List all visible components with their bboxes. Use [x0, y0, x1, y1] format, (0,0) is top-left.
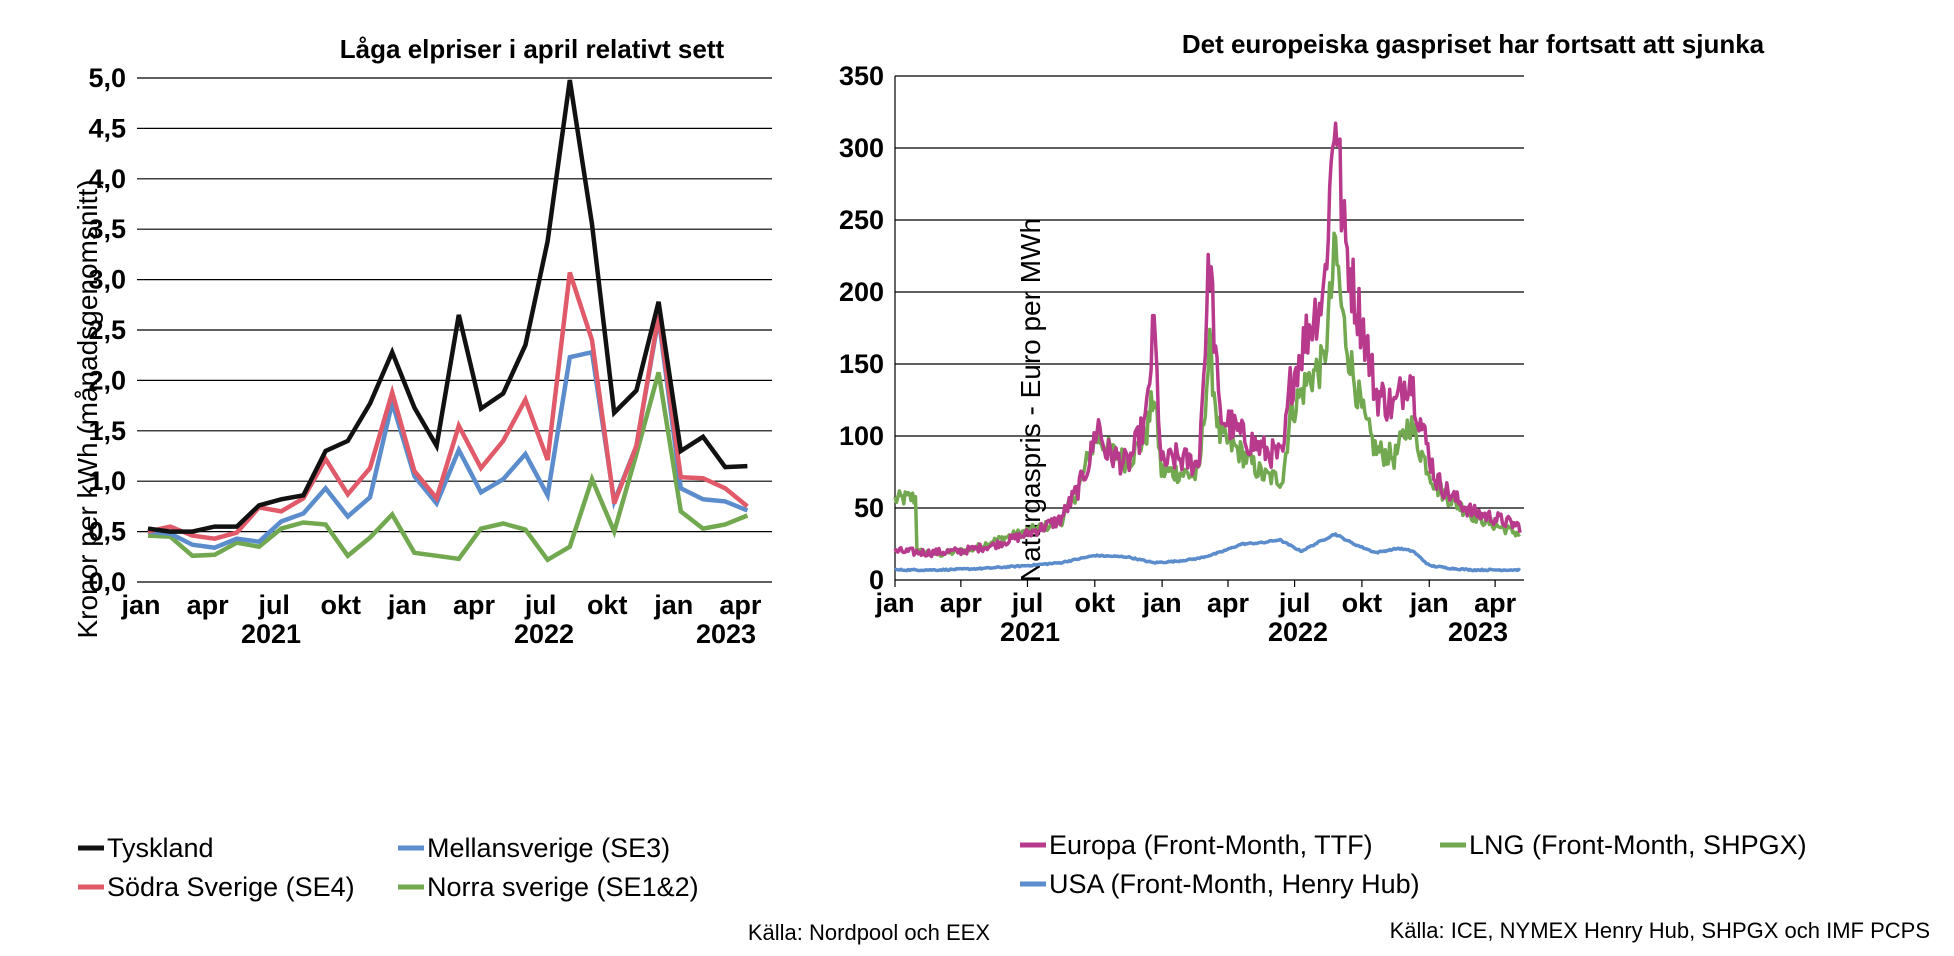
left-series-line [147, 271, 749, 541]
left-series [147, 79, 749, 563]
left-year-label: 2022 [514, 619, 574, 649]
left-x-tick-label: jul [524, 590, 557, 620]
left-x-tick-label: apr [719, 590, 762, 620]
right-year-label: 2023 [1448, 617, 1508, 647]
left-y-tick-label: 1,5 [88, 416, 126, 446]
right-y-tick-label: 100 [839, 421, 884, 451]
left-y-tick-label: 1,0 [88, 466, 126, 496]
right-x-tick-label: apr [940, 588, 983, 618]
right-series [893, 121, 1522, 573]
left-x-tick-label: jul [257, 590, 290, 620]
left-y-tick-label: 3,5 [88, 214, 126, 244]
left-y-tick-label: 4,5 [88, 113, 126, 143]
left-y-tick-label: 0,0 [88, 567, 126, 597]
right-y-ticks: 0 50 100 150 200 250 300 350 [839, 61, 884, 595]
left-gridlines [137, 77, 772, 583]
legend-label-usa: USA (Front-Month, Henry Hub) [1049, 869, 1420, 899]
right-x-tick-label: jul [1278, 588, 1311, 618]
right-y-axis-label: Naturgaspris - Euro per MWh [1015, 218, 1046, 582]
left-x-tick-label: apr [187, 590, 230, 620]
left-x-tick-label: apr [453, 590, 496, 620]
legend-label-se1-2: Norra sverige (SE1&2) [427, 872, 699, 902]
left-y-tick-label: 4,0 [88, 164, 126, 194]
left-series-line [147, 317, 749, 551]
left-legend: Tyskland Mellansverige (SE3) Södra Sveri… [78, 833, 699, 902]
right-x-tick-label: okt [1342, 588, 1383, 618]
right-y-tick-label: 150 [839, 349, 884, 379]
legend-label-tyskland: Tyskland [107, 833, 214, 863]
right-y-tick-label: 250 [839, 205, 884, 235]
right-x-tick-label: okt [1075, 588, 1116, 618]
right-legend: Europa (Front-Month, TTF) LNG (Front-Mon… [1020, 830, 1807, 899]
left-x-tick-label: okt [587, 590, 628, 620]
right-y-tick-label: 350 [839, 61, 884, 91]
legend-label-se4: Södra Sverige (SE4) [107, 872, 355, 902]
right-year-label: 2021 [1000, 617, 1060, 647]
left-year-label: 2023 [696, 619, 756, 649]
right-x-tick-label: jul [1011, 588, 1044, 618]
right-x-tick-label: jan [1142, 588, 1182, 618]
right-gridlines [894, 75, 1524, 581]
right-chart-title: Det europeiska gaspriset har fortsatt at… [1182, 29, 1765, 59]
left-y-axis-label: Kronor per kWh (månadsgenomsnitt) [72, 179, 103, 638]
right-x-tick-label: jan [874, 588, 914, 618]
right-x-tick-label: jan [1409, 588, 1449, 618]
right-year-label: 2022 [1268, 617, 1328, 647]
left-series-line [147, 79, 748, 534]
right-series-line [894, 532, 1522, 573]
left-y-tick-label: 5,0 [88, 63, 126, 93]
right-chart: Det europeiska gaspriset har fortsatt at… [839, 29, 1930, 943]
legend-label-lng: LNG (Front-Month, SHPGX) [1469, 830, 1807, 860]
legend-label-europa: Europa (Front-Month, TTF) [1049, 830, 1373, 860]
right-source-note: Källa: ICE, NYMEX Henry Hub, SHPGX och I… [1390, 918, 1930, 943]
left-y-tick-label: 2,0 [88, 365, 126, 395]
right-x-tick-label: apr [1207, 588, 1250, 618]
left-year-label: 2021 [241, 619, 301, 649]
left-x-tick-label: jan [387, 590, 427, 620]
right-x-tick-label: apr [1474, 588, 1517, 618]
left-y-tick-label: 2,5 [88, 315, 126, 345]
right-y-tick-label: 0 [869, 565, 884, 595]
left-chart-title: Låga elpriser i april relativt sett [340, 34, 725, 64]
left-source-note: Källa: Nordpool och EEX [748, 920, 990, 945]
left-chart: Låga elpriser i april relativt sett Kron… [72, 34, 990, 945]
left-x-tick-label: jan [653, 590, 693, 620]
right-series-line [893, 121, 1522, 559]
left-y-tick-label: 3,0 [88, 265, 126, 295]
left-x-tick-label: jan [120, 590, 160, 620]
right-y-tick-label: 300 [839, 133, 884, 163]
legend-label-se3: Mellansverige (SE3) [427, 833, 670, 863]
right-y-tick-label: 50 [854, 493, 884, 523]
left-series-line [147, 371, 749, 563]
right-series-line [893, 231, 1521, 558]
left-y-tick-label: 0,5 [88, 517, 126, 547]
right-y-tick-label: 200 [839, 277, 884, 307]
left-x-tick-label: okt [321, 590, 362, 620]
left-y-ticks: 0,0 0,5 1,0 1,5 2,0 2,5 3,0 3,5 4,0 4,5 5,0 [88, 63, 126, 597]
